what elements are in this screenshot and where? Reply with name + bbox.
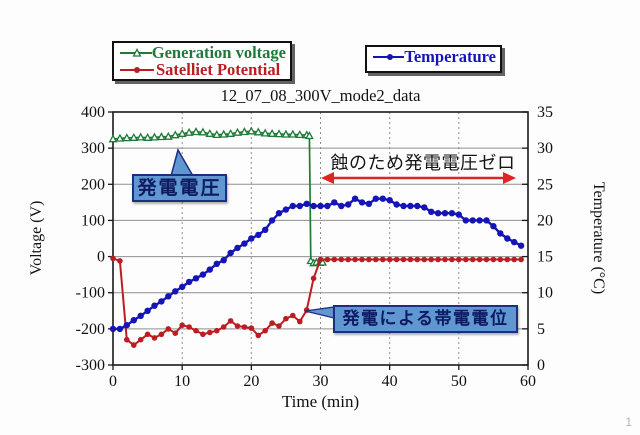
legend-triangle-marker-icon bbox=[120, 47, 152, 57]
svg-text:5: 5 bbox=[537, 321, 545, 338]
svg-text:25: 25 bbox=[537, 176, 553, 193]
svg-text:10: 10 bbox=[537, 285, 553, 302]
svg-text:30: 30 bbox=[313, 373, 329, 390]
legend-circle-marker-icon bbox=[373, 53, 405, 60]
y-axis-label-right: Temperature (°C) bbox=[590, 181, 607, 295]
chart-title: 12_07_08_300V_mode2_data bbox=[220, 86, 421, 105]
legend-voltage: Generation voltage Satelliet Potential bbox=[112, 41, 292, 81]
eclipse-annotation: 蝕のため発電電圧ゼロ bbox=[330, 153, 516, 174]
legend-temperature: Temperature bbox=[365, 45, 502, 73]
generation-voltage-callout: 発電電圧 bbox=[132, 174, 227, 202]
legend-label: Satelliet Potential bbox=[156, 60, 281, 79]
svg-text:10: 10 bbox=[174, 373, 190, 390]
svg-text:20: 20 bbox=[537, 212, 553, 229]
x-axis-label: Time (min) bbox=[281, 392, 360, 411]
legend-label: Generation voltage bbox=[151, 43, 286, 62]
svg-text:30: 30 bbox=[537, 140, 553, 157]
charging-potential-callout: 発電による帯電電位 bbox=[333, 305, 518, 333]
svg-text:0: 0 bbox=[97, 249, 105, 266]
svg-text:200: 200 bbox=[81, 176, 105, 193]
svg-text:-100: -100 bbox=[76, 285, 105, 302]
y-axis-label-left: Voltage (V) bbox=[28, 200, 45, 276]
svg-text:60: 60 bbox=[520, 373, 536, 390]
svg-text:15: 15 bbox=[537, 249, 553, 266]
svg-text:0: 0 bbox=[109, 373, 117, 390]
legend-circle-marker-icon bbox=[120, 66, 154, 73]
svg-text:35: 35 bbox=[537, 104, 553, 121]
legend-item: Satelliet Potential bbox=[118, 61, 286, 78]
legend-label: Temperature bbox=[404, 47, 496, 66]
svg-text:0: 0 bbox=[537, 357, 545, 374]
svg-text:-300: -300 bbox=[76, 357, 105, 374]
page-number: 1 bbox=[625, 415, 632, 429]
svg-text:300: 300 bbox=[81, 140, 105, 157]
legend-item: Temperature bbox=[371, 48, 496, 65]
svg-text:100: 100 bbox=[81, 212, 105, 229]
svg-text:20: 20 bbox=[243, 373, 259, 390]
svg-text:40: 40 bbox=[382, 373, 398, 390]
legend-item: Generation voltage bbox=[118, 44, 286, 61]
svg-text:400: 400 bbox=[81, 104, 105, 121]
svg-text:50: 50 bbox=[451, 373, 467, 390]
svg-text:-200: -200 bbox=[76, 321, 105, 338]
